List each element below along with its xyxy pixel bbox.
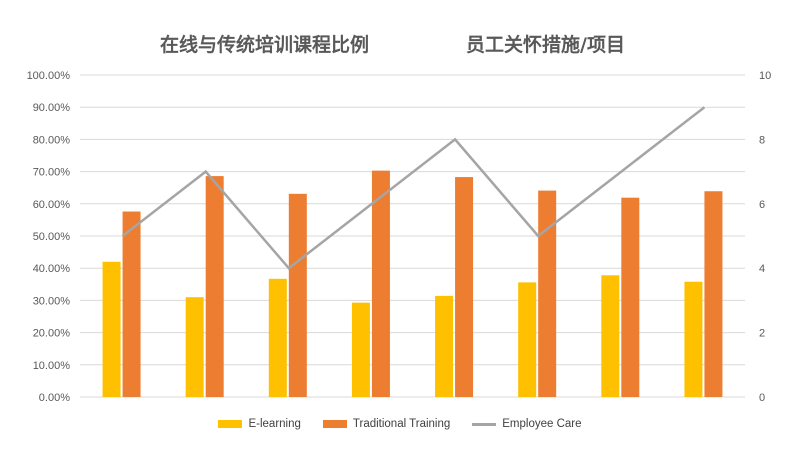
legend-swatch-employee-care (472, 422, 497, 426)
bar-traditional-training (704, 191, 723, 397)
bar-elearning (351, 302, 370, 397)
bar-traditional-training (122, 211, 141, 397)
legend-item-employee-care: Employee Care (472, 418, 582, 430)
y-left-tick-label: 70.00% (33, 167, 71, 179)
y-left-tick-label: 60.00% (33, 199, 71, 211)
line-employee-care (121, 106, 706, 270)
y-right-tick-label: 0 (759, 392, 765, 404)
y-right-tick-label: 2 (759, 328, 765, 340)
bar-traditional-training (371, 170, 390, 397)
bar-elearning (684, 281, 703, 397)
bar-traditional-training (205, 176, 224, 397)
bar-elearning (268, 278, 287, 397)
y-right-tick-label: 4 (759, 263, 765, 275)
bar-traditional-training (621, 197, 640, 397)
bar-traditional-training (455, 177, 474, 397)
y-right-tick-label: 10 (759, 70, 771, 82)
legend-swatch-elearning (218, 420, 243, 428)
chart-title-left: 在线与传统培训课程比例 (160, 34, 370, 56)
y-left-tick-label: 100.00% (27, 70, 71, 82)
y-right-tick-label: 8 (759, 134, 765, 146)
bar-traditional-training (538, 190, 557, 397)
y-left-tick-label: 20.00% (33, 328, 71, 340)
y-left-tick-label: 10.00% (33, 360, 71, 372)
legend-label-traditional: Traditional Training (352, 418, 451, 430)
y-left-tick-label: 0.00% (39, 392, 70, 404)
legend-swatch-traditional (322, 420, 347, 428)
legend-label-employee-care: Employee Care (502, 418, 582, 430)
legend-item-elearning: E-learning (218, 418, 301, 430)
y-left-tick-label: 30.00% (33, 295, 71, 307)
bar-elearning (601, 275, 620, 397)
y-left-tick-label: 80.00% (33, 134, 71, 146)
bar-elearning (102, 261, 121, 397)
chart-title-right: 员工关怀措施/项目 (466, 34, 625, 56)
y-left-tick-label: 90.00% (33, 102, 71, 114)
chart-legend: E-learning Traditional Training Employee… (0, 418, 800, 430)
bar-traditional-training (288, 193, 307, 397)
y-right-tick-label: 6 (759, 199, 765, 211)
bar-elearning (518, 282, 537, 397)
bar-elearning (435, 295, 454, 397)
legend-item-traditional: Traditional Training (322, 418, 451, 430)
bar-elearning (185, 297, 204, 397)
legend-label-elearning: E-learning (248, 418, 301, 430)
y-left-tick-label: 50.00% (33, 231, 71, 243)
y-left-tick-label: 40.00% (33, 263, 71, 275)
